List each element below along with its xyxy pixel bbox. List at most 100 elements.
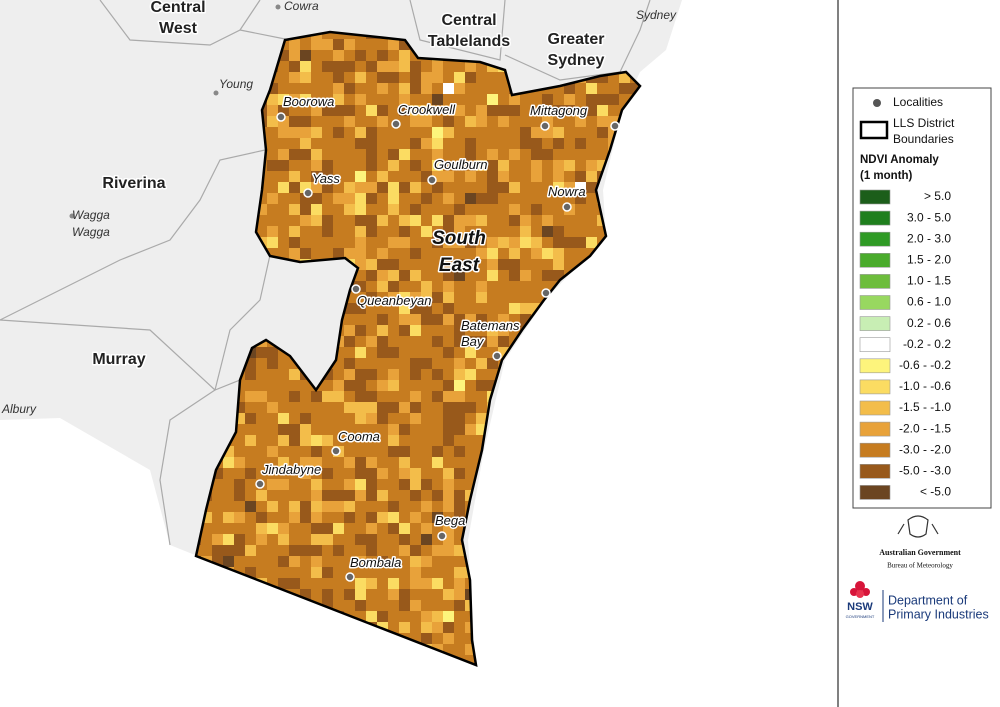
region-label: Central West [150,0,205,37]
ndvi-cell [410,413,421,424]
legend-swatch [859,463,891,479]
ndvi-cell [575,182,586,193]
legend-boundary-label: Boundaries [893,132,954,146]
ndvi-cell [300,182,311,193]
ndvi-cell [432,138,443,149]
ndvi-cell [344,105,355,116]
ndvi-cell [476,116,487,127]
other-place-label-line: Wagga [72,208,110,222]
ndvi-cell [256,534,267,545]
ndvi-cell [432,72,443,83]
ndvi-cell [322,61,333,72]
ndvi-cell [476,248,487,259]
locality-label: Bombala [350,555,401,570]
ndvi-cell [234,413,245,424]
ndvi-cell [399,325,410,336]
ndvi-cell [377,116,388,127]
ndvi-cell [476,281,487,292]
ndvi-cell [366,127,377,138]
ndvi-cell [300,424,311,435]
ndvi-cell [465,259,476,270]
ndvi-cell [300,435,311,446]
ndvi-cell [531,138,542,149]
legend-title: (1 month) [860,170,913,182]
ndvi-cell [377,248,388,259]
ndvi-cell [410,270,421,281]
ndvi-cell [377,556,388,567]
ndvi-cell [421,292,432,303]
ndvi-cell [465,644,476,655]
ndvi-cell [289,182,300,193]
legend-locality-dot [873,99,881,107]
ndvi-cell [542,149,553,160]
locality-dot [276,112,286,122]
ndvi-cell [586,94,597,105]
ndvi-cell [289,149,300,160]
ndvi-cell [289,391,300,402]
ndvi-cell [454,589,465,600]
ndvi-cell [278,556,289,567]
ndvi-cell [388,424,399,435]
locality-label: Cooma [338,429,380,444]
ndvi-cell [267,83,278,94]
ndvi-cell [410,512,421,523]
locality-label: Jindabyne [261,462,321,477]
ndvi-cell [355,556,366,567]
ndvi-cell [421,303,432,314]
ndvi-cell [421,622,432,633]
ndvi-cell [410,116,421,127]
ndvi-cell [498,160,509,171]
ndvi-cell [410,72,421,83]
region-label-line: West [159,20,198,37]
legend-swatch [859,274,891,289]
ndvi-cell [432,94,443,105]
ndvi-cell [465,314,476,325]
ndvi-cell [487,259,498,270]
ndvi-cell [234,479,245,490]
ndvi-cell [498,105,509,116]
legend-swatch [859,400,891,416]
ndvi-cell [355,259,366,270]
ndvi-cell [344,490,355,501]
ndvi-cell [454,468,465,479]
ndvi-cell [377,512,388,523]
ndvi-cell [278,116,289,127]
ndvi-cell [498,171,509,182]
ndvi-cell [432,490,443,501]
ndvi-cell [575,138,586,149]
ndvi-cell [454,501,465,512]
ndvi-cell [564,83,575,94]
ndvi-cell [542,270,553,281]
ndvi-cell [322,567,333,578]
ndvi-cell [542,127,553,138]
ndvi-cell [520,237,531,248]
legend-swatch [859,485,891,500]
ndvi-cell [344,380,355,391]
ndvi-cell [256,391,267,402]
ndvi-cell [245,358,256,369]
legend-swatch [859,337,891,353]
ndvi-cell [443,226,454,237]
ndvi-cell [410,391,421,402]
ndvi-cell [432,611,443,622]
ndvi-cell [454,402,465,413]
ndvi-cell [289,556,300,567]
ndvi-cell [586,182,597,193]
ndvi-cell [289,424,300,435]
locality-label-line: Yass [312,171,340,186]
ndvi-cell [355,171,366,182]
ndvi-cell [531,237,542,248]
ndvi-cell [553,259,564,270]
ndvi-cell [454,391,465,402]
ndvi-cell [322,534,333,545]
ndvi-cell [454,105,465,116]
ndvi-cell [597,72,608,83]
ndvi-cell [333,523,344,534]
ndvi-cell [355,534,366,545]
ndvi-cell [421,226,432,237]
ndvi-cell [289,116,300,127]
ndvi-cell [476,160,487,171]
ndvi-cell [410,358,421,369]
ndvi-cell [223,457,234,468]
ndvi-cell [333,545,344,556]
